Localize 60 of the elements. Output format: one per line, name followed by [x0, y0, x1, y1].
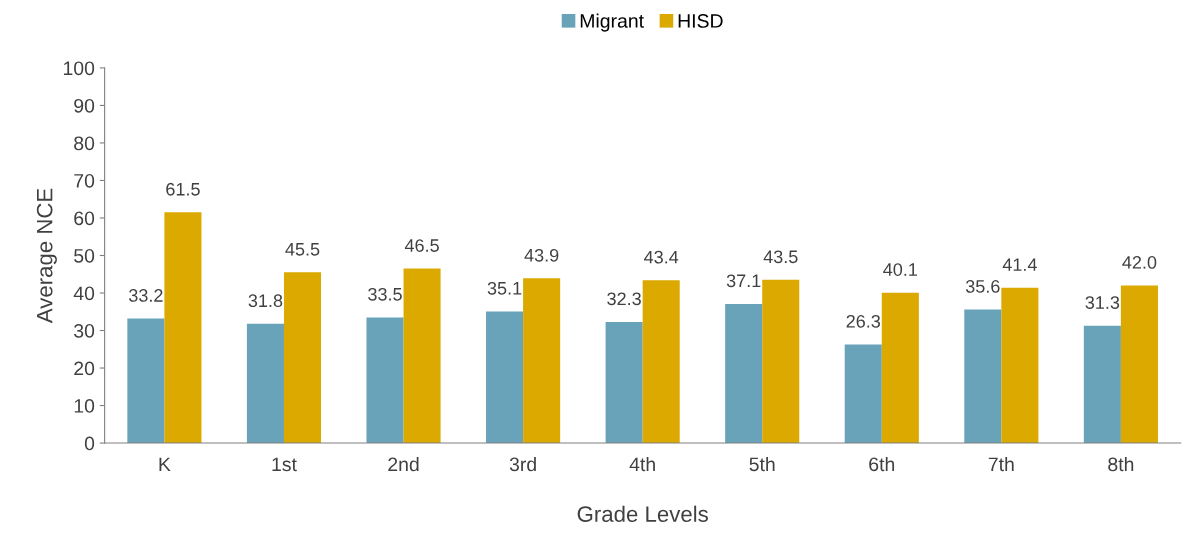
- bar: [844, 344, 882, 444]
- data-label: 42.0: [1122, 256, 1157, 269]
- x-tick-label: 2nd: [388, 456, 419, 472]
- bar: [1001, 287, 1039, 444]
- bar: [642, 280, 680, 444]
- y-tick-label: 30: [74, 323, 95, 338]
- data-label: 43.5: [763, 250, 798, 264]
- bar: [523, 278, 561, 444]
- data-label: 41.4: [1002, 258, 1037, 271]
- bar: [486, 311, 524, 444]
- bar: [246, 323, 284, 444]
- x-tick-label: 8th: [1108, 456, 1134, 472]
- y-tick-label: 90: [74, 98, 95, 113]
- x-tick-label: K: [159, 457, 171, 472]
- x-tick-label: 7th: [988, 456, 1014, 472]
- bar: [725, 303, 763, 444]
- data-label: 33.5: [368, 287, 402, 301]
- x-tick-label: 1st: [272, 457, 297, 472]
- legend-label: HISD: [678, 14, 723, 28]
- bar: [1120, 285, 1158, 444]
- y-tick-label: 20: [74, 361, 95, 376]
- x-axis-title: Grade Levels: [577, 505, 708, 522]
- data-label: 61.5: [166, 182, 200, 196]
- y-tick-label: 40: [73, 286, 95, 301]
- data-label: 31.8: [248, 294, 283, 308]
- data-label: 46.5: [404, 239, 439, 252]
- data-label: 43.4: [644, 250, 679, 264]
- y-tick-label: 100: [63, 61, 95, 76]
- bar: [164, 212, 202, 444]
- bar: [403, 268, 441, 444]
- legend-label: Migrant: [580, 13, 644, 32]
- data-label: 45.5: [285, 243, 320, 256]
- data-label: 35.6: [965, 280, 1000, 293]
- y-tick-label: 60: [74, 211, 95, 226]
- y-tick-label: 10: [74, 399, 95, 413]
- data-label: 26.3: [846, 314, 881, 328]
- y-axis-title: Average NCE: [36, 188, 57, 324]
- data-label: 37.1: [726, 274, 761, 288]
- data-label: 31.3: [1085, 296, 1120, 309]
- x-tick-label: 4th: [629, 456, 655, 472]
- bar: [283, 272, 322, 444]
- bar: [1083, 325, 1121, 444]
- x-tick-label: 6th: [869, 456, 895, 472]
- y-tick-label: 70: [74, 173, 95, 188]
- data-label: 32.3: [607, 292, 641, 306]
- bar: [366, 317, 404, 444]
- data-label: 43.9: [524, 248, 559, 262]
- bar: [881, 292, 919, 444]
- x-tick-label: 5th: [749, 456, 775, 472]
- data-label: 35.1: [487, 281, 522, 295]
- bar: [127, 318, 165, 444]
- y-tick-label: 80: [74, 136, 95, 151]
- x-tick-label: 3rd: [509, 456, 536, 472]
- y-tick-label: 50: [74, 248, 95, 263]
- bar: [964, 309, 1002, 444]
- data-label: 40.1: [883, 263, 917, 276]
- bar: [762, 279, 800, 444]
- y-tick-label: 0: [84, 436, 95, 451]
- data-label: 33.2: [129, 289, 163, 302]
- bar: [605, 321, 643, 444]
